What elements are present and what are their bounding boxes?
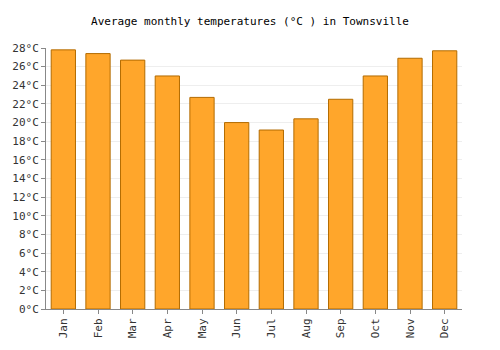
svg-text:Aug: Aug [300,318,313,338]
svg-text:10°C: 10°C [12,210,39,223]
svg-text:18°C: 18°C [12,135,39,148]
svg-text:26°C: 26°C [12,60,39,73]
svg-text:Jun: Jun [230,318,243,338]
svg-text:14°C: 14°C [12,172,39,185]
svg-text:12°C: 12°C [12,191,39,204]
svg-text:May: May [196,318,209,338]
svg-text:Apr: Apr [161,318,174,338]
svg-text:16°C: 16°C [12,154,39,167]
svg-text:8°C: 8°C [19,228,39,241]
svg-text:0°C: 0°C [19,303,39,316]
svg-text:Feb: Feb [92,318,105,338]
svg-text:22°C: 22°C [12,98,39,111]
svg-text:Sep: Sep [334,318,347,338]
svg-text:Dec: Dec [438,318,451,338]
svg-text:Jul: Jul [265,318,278,338]
svg-text:20°C: 20°C [12,116,39,129]
svg-text:2°C: 2°C [19,284,39,297]
svg-text:Jan: Jan [57,318,70,338]
svg-text:Oct: Oct [369,318,382,338]
svg-text:4°C: 4°C [19,266,39,279]
svg-text:Average monthly temperatures (: Average monthly temperatures (°C ) in To… [91,15,409,28]
svg-text:28°C: 28°C [12,42,39,55]
svg-text:24°C: 24°C [12,79,39,92]
svg-text:6°C: 6°C [19,247,39,260]
svg-text:Nov: Nov [404,318,417,338]
svg-text:Mar: Mar [126,318,139,338]
